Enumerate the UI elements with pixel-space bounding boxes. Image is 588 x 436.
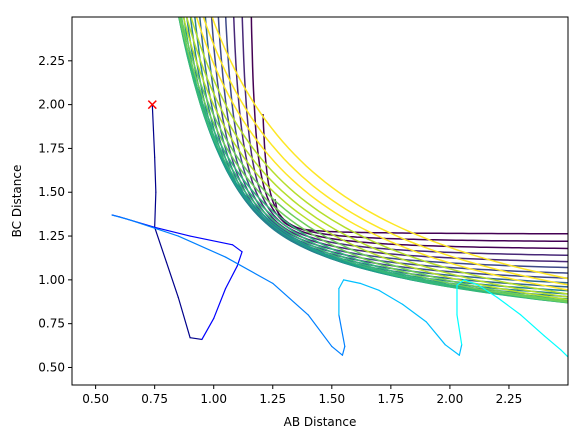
trajectory-segment [224,256,274,284]
contour-line [185,17,568,298]
trajectory-segment [331,345,344,356]
plot-frame [71,16,569,386]
trajectory-segment [154,191,157,228]
x-tick-label: 2.25 [496,392,523,406]
start-marker [147,100,157,110]
trajectory-segment [177,296,191,339]
y-tick-label: 1.25 [38,229,65,243]
trajectory-segment [154,226,191,237]
x-tick-label: 1.50 [318,392,345,406]
trajectory-segment [272,282,309,316]
trajectory-segment [189,235,234,246]
trajectory-segment [224,265,238,290]
y-tick-label: 1.75 [38,141,65,155]
trajectory-segment [341,345,346,356]
y-tick-label: 1.00 [38,273,65,287]
trajectory-segment [177,235,227,258]
y-tick-label: 0.75 [38,317,65,331]
trajectory-segment [338,314,346,348]
trajectory-segment [402,303,427,323]
contour-line [224,17,568,269]
trajectory-segment [154,156,157,193]
contour-line [180,17,568,302]
trajectory-segment [359,282,380,291]
trajectory-segment [232,244,243,253]
trajectory-segment [496,296,522,316]
x-axis-label: AB Distance [284,415,357,429]
trajectory-segment [456,314,463,346]
trajectory-segment [307,314,333,348]
contour-line [178,17,568,304]
contour-line [241,17,568,256]
trajectory-segment [165,261,179,298]
x-tick-label: 1.00 [200,392,227,406]
x-tick-label: 2.00 [437,392,464,406]
trajectory-segment [338,279,345,290]
y-tick-label: 2.00 [38,98,65,112]
contour-line [186,17,568,298]
y-tick-label: 2.25 [38,54,65,68]
trajectory-segment [520,314,545,337]
trajectory-segment [111,214,132,221]
start-marker-group [147,100,157,110]
contour-line [202,17,568,286]
trajectory-segment [213,288,227,320]
contour-line [211,17,568,280]
trajectory-segment [458,344,463,356]
x-tick-label: 1.25 [259,392,286,406]
trajectory-segment [151,104,155,132]
y-axis: 0.50 0.75 1.00 1.25 1.50 1.75 2.00 2.25 [38,54,72,374]
trajectory-segment [477,284,498,298]
contour-line [250,17,568,250]
x-axis: 0.50 0.75 1.00 1.25 1.50 1.75 2.00 2.25 [82,385,522,406]
x-tick-label: 1.75 [377,392,404,406]
trajectory-segment [543,335,562,351]
trajectory-segment [425,321,446,346]
y-tick-label: 1.50 [38,185,65,199]
trajectory-segment [130,219,179,237]
trajectory-segment [444,344,460,356]
contour-line [195,17,568,291]
x-tick-label: 0.75 [141,392,168,406]
trajectory-segment [152,130,156,158]
y-tick-label: 0.50 [38,360,65,374]
trajectory-segment [463,279,479,286]
trajectory-segment [456,279,465,286]
x-tick-label: 0.50 [82,392,109,406]
trajectory-segment [201,317,215,341]
trajectory-path [111,104,568,358]
trajectory-segment [343,279,361,284]
contour-line [182,17,568,301]
contour-lines [178,17,568,304]
trajectory-segment [378,289,404,305]
contour-line [190,17,568,295]
trajectory-segment [189,337,203,341]
contour-line [178,17,568,304]
trajectory-segment [560,349,568,358]
trajectory-segment [154,226,168,263]
y-axis-label: BC Distance [10,165,24,238]
